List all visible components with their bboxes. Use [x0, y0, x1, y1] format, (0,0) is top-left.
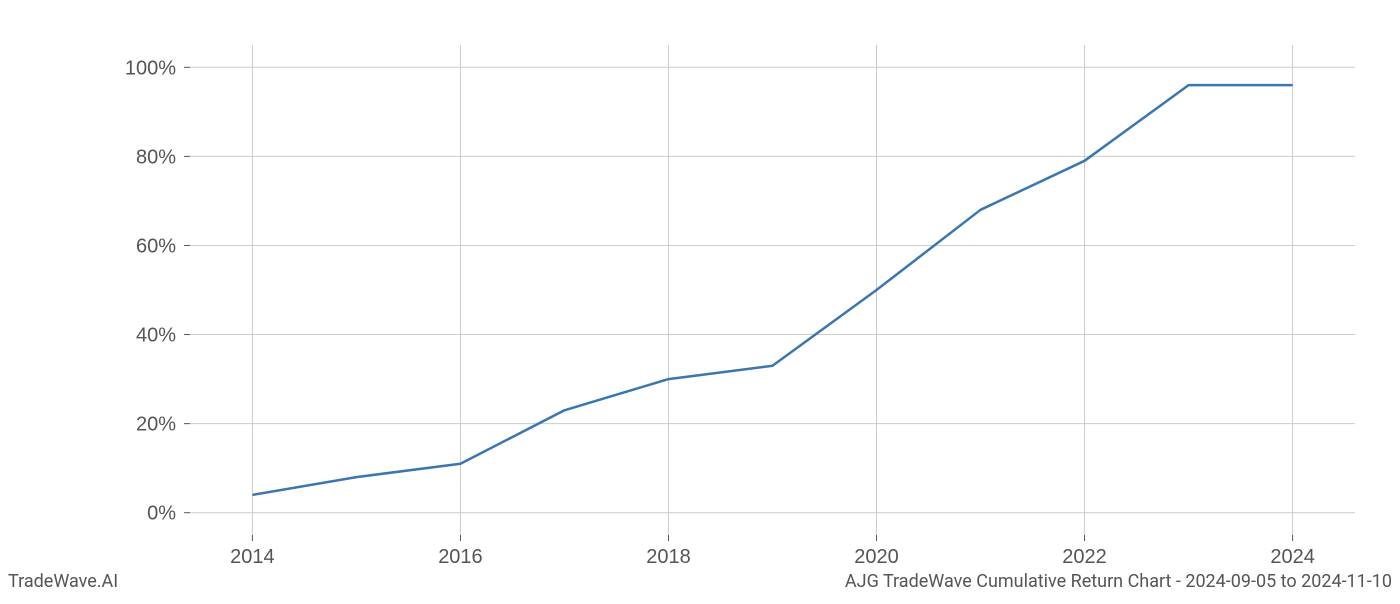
svg-text:80%: 80%	[136, 146, 176, 168]
svg-text:100%: 100%	[125, 57, 176, 79]
svg-text:60%: 60%	[136, 235, 176, 257]
svg-text:2024: 2024	[1270, 546, 1315, 568]
svg-text:2016: 2016	[438, 546, 483, 568]
svg-text:2018: 2018	[646, 546, 691, 568]
svg-text:0%: 0%	[147, 503, 176, 525]
svg-text:20%: 20%	[136, 414, 176, 436]
footer-right-text: AJG TradeWave Cumulative Return Chart - …	[845, 571, 1392, 592]
svg-text:40%: 40%	[136, 325, 176, 347]
svg-text:2022: 2022	[1062, 546, 1107, 568]
footer-left-text: TradeWave.AI	[8, 571, 118, 592]
svg-text:2014: 2014	[230, 546, 275, 568]
chart-container: 2014 2016 2018 2020 2022 2024 0% 20% 40% 60% 80% 10…	[0, 0, 1400, 600]
svg-text:2020: 2020	[854, 546, 899, 568]
line-chart: 2014 2016 2018 2020 2022 2024 0% 20% 40% 60% 80% 10…	[0, 0, 1400, 600]
